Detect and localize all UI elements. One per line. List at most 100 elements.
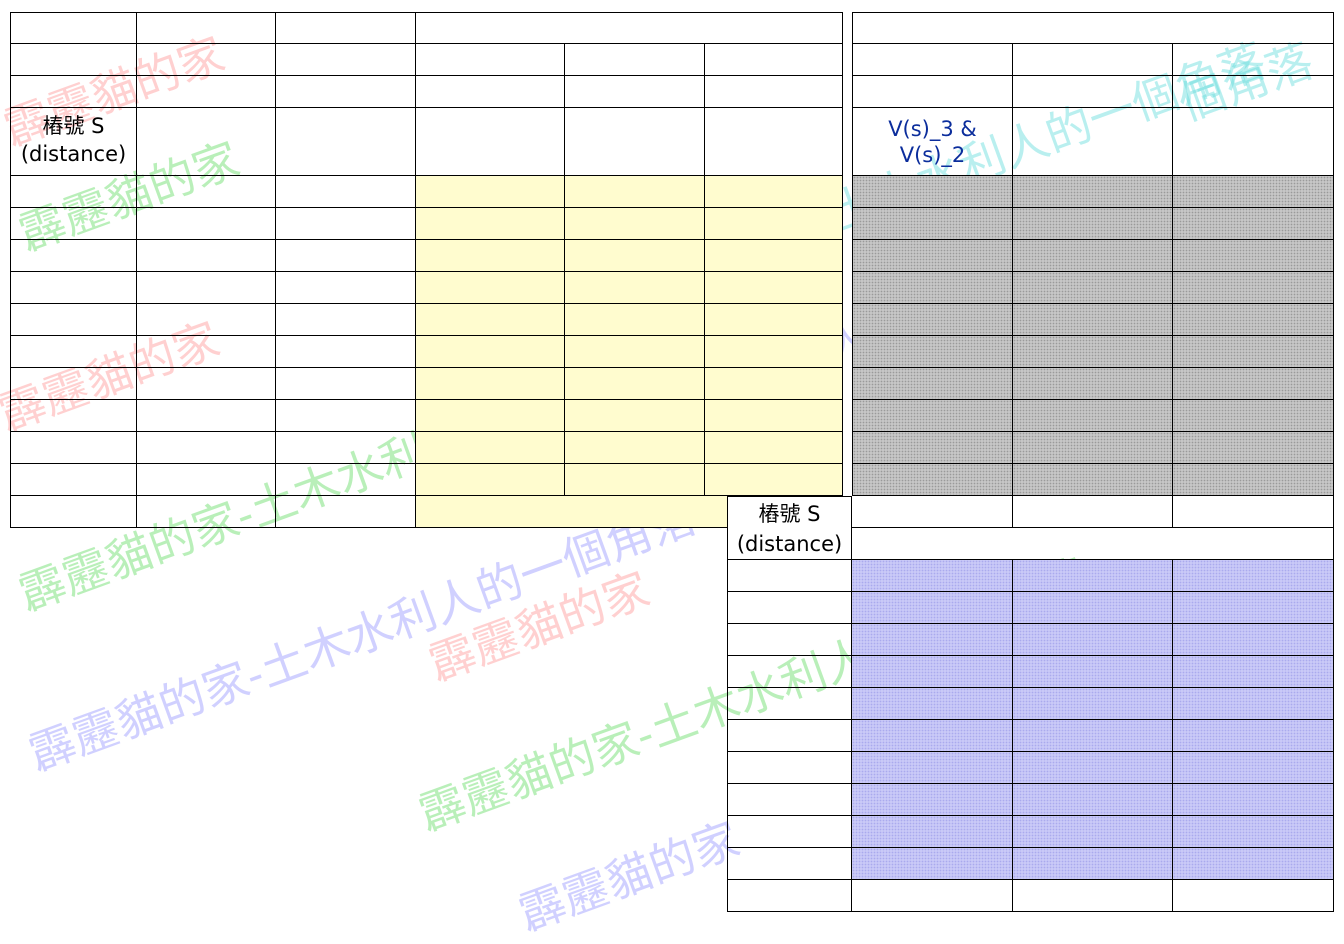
volume-cell	[416, 400, 565, 432]
blank-cell	[852, 880, 1013, 912]
volume-cell	[416, 304, 565, 336]
distance-label: (distance)	[736, 532, 843, 556]
difference-cell	[852, 592, 1013, 624]
difference-cell	[852, 656, 1013, 688]
area-cell	[276, 464, 416, 496]
volume-cell	[1173, 368, 1334, 400]
station-cell	[10, 368, 137, 400]
unit-label	[416, 108, 565, 176]
volume-cell	[416, 208, 565, 240]
area-cell	[276, 400, 416, 432]
station-header: 樁號 S (distance)	[727, 496, 852, 560]
difference-cell	[852, 560, 1013, 592]
area-cell	[137, 208, 276, 240]
difference-cell	[1013, 560, 1173, 592]
volume-cell	[705, 400, 843, 432]
volume-cell	[705, 176, 843, 208]
distance-label: (distance)	[20, 142, 127, 166]
volume-cell	[852, 304, 1013, 336]
station-cell	[727, 752, 852, 784]
volume-cell	[1173, 304, 1334, 336]
difference-cell	[1173, 816, 1334, 848]
volume-cell	[705, 368, 843, 400]
area-cell	[137, 240, 276, 272]
total-value	[416, 44, 565, 76]
volume-cell	[705, 464, 843, 496]
volume-cell	[565, 240, 705, 272]
difference-cell	[852, 848, 1013, 880]
difference-cell	[852, 784, 1013, 816]
station-cell	[10, 208, 137, 240]
difference-title	[852, 528, 1334, 560]
header-blank-cell	[137, 12, 276, 44]
volume-cell	[1013, 272, 1173, 304]
volume-cell	[1173, 272, 1334, 304]
area-cell	[137, 272, 276, 304]
column-label	[705, 76, 843, 108]
difference-cell	[1173, 784, 1334, 816]
unit-label-vs: V(s)_3 & V(s)_2	[852, 108, 1013, 176]
volume-cell	[565, 400, 705, 432]
difference-cell	[1173, 720, 1334, 752]
area-cell	[276, 368, 416, 400]
volume-cell	[1173, 208, 1334, 240]
volume-cell	[852, 368, 1013, 400]
station-cell	[10, 464, 137, 496]
volume-cell	[705, 272, 843, 304]
station-cell	[727, 816, 852, 848]
difference-cell	[1173, 624, 1334, 656]
difference-cell	[1013, 784, 1173, 816]
difference-cell	[852, 816, 1013, 848]
area-cell	[276, 304, 416, 336]
difference-cell	[1013, 688, 1173, 720]
area-cell	[276, 240, 416, 272]
station-header: 樁號 S (distance)	[10, 108, 137, 176]
volume-cell	[416, 432, 565, 464]
volume-cell	[852, 400, 1013, 432]
station-label: 樁號 S	[758, 502, 821, 526]
volume-cell	[416, 176, 565, 208]
column-label	[416, 76, 565, 108]
volume-cell	[565, 464, 705, 496]
volume-cell	[852, 208, 1013, 240]
volume-cell	[416, 368, 565, 400]
column-label	[276, 76, 416, 108]
volume-cell	[852, 464, 1013, 496]
column-label	[1013, 76, 1173, 108]
volume-cell	[565, 432, 705, 464]
station-cell	[10, 432, 137, 464]
area-cell	[276, 208, 416, 240]
station-cell	[10, 176, 137, 208]
station-cell	[10, 400, 137, 432]
volume-cell	[852, 272, 1013, 304]
volume-cell	[705, 336, 843, 368]
volume-cell	[705, 432, 843, 464]
difference-cell	[1173, 848, 1334, 880]
volume-cell	[565, 304, 705, 336]
unit-label-line1: V(s)_3 &	[888, 117, 977, 141]
difference-cell	[1013, 592, 1173, 624]
blank-cell	[852, 496, 1013, 528]
volume-cell	[1173, 400, 1334, 432]
volume-cell	[1013, 304, 1173, 336]
volume-cell	[1173, 176, 1334, 208]
total-value	[1013, 44, 1173, 76]
station-cell	[10, 496, 137, 528]
difference-cell	[1173, 560, 1334, 592]
volume-cell	[1013, 400, 1173, 432]
difference-cell	[1013, 624, 1173, 656]
station-cell	[727, 784, 852, 816]
volume-cell	[1173, 432, 1334, 464]
volume-cell	[1173, 464, 1334, 496]
volume-cell	[416, 336, 565, 368]
volume-cell	[705, 304, 843, 336]
difference-cell	[1013, 848, 1173, 880]
volume-cell	[852, 432, 1013, 464]
difference-cell	[1013, 816, 1173, 848]
station-cell	[10, 240, 137, 272]
title-dvb-method	[416, 12, 843, 44]
area-cell	[137, 368, 276, 400]
difference-cell	[1173, 656, 1334, 688]
difference-cell	[1013, 720, 1173, 752]
title-cubic-method	[852, 12, 1334, 44]
